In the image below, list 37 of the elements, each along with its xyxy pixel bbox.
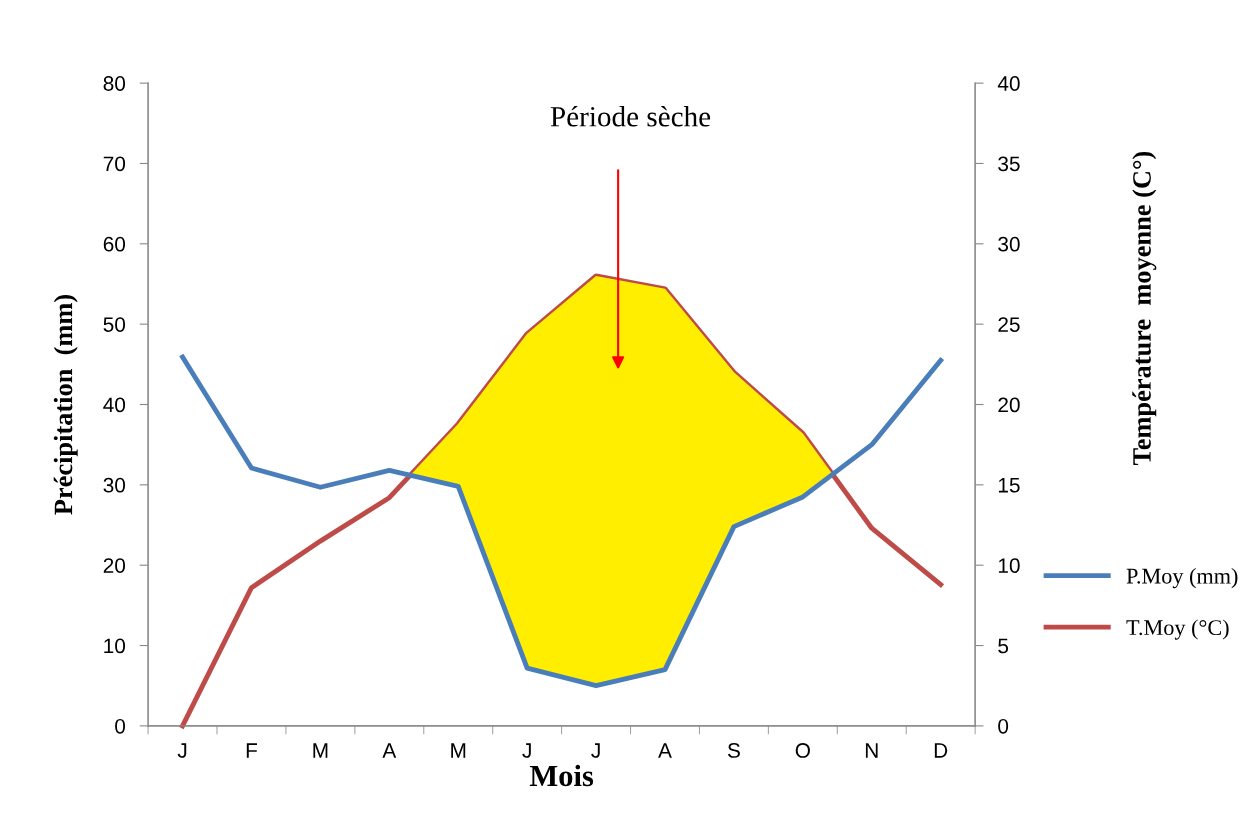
y-tick-label: 80 — [103, 76, 126, 91]
legend-label: T.Moy (°C) — [1126, 619, 1229, 640]
y2-tick-label: 10 — [998, 558, 1020, 573]
x-axis-title: Mois — [529, 764, 594, 787]
y-tick-label: 70 — [103, 156, 126, 172]
y2-tick-label: 0 — [998, 718, 1009, 734]
y-tick-label: 50 — [103, 317, 126, 332]
y-tick-label: 60 — [103, 236, 126, 252]
y2-tick-label: 20 — [998, 397, 1020, 413]
line-series — [180, 354, 944, 689]
x-tick-label: A — [382, 743, 397, 758]
y2-axis-title: Température moyenne (C°) — [1132, 151, 1157, 466]
y-tick-label: 40 — [103, 397, 126, 413]
y2-tick-label: 40 — [997, 76, 1020, 91]
x-tick-label: M — [313, 743, 328, 758]
x-tick-label: J — [591, 743, 600, 758]
y2-tick-label: 35 — [998, 156, 1020, 172]
y2-tick-label: 30 — [998, 236, 1020, 252]
annotation: Période sèche — [550, 106, 711, 127]
x-tick-label: J — [177, 743, 187, 758]
x-tick-label: S — [727, 743, 740, 758]
x-tick-label: J — [522, 743, 531, 758]
y2-tick-label: 25 — [998, 317, 1020, 332]
y2-tick-label: 15 — [998, 478, 1020, 493]
legend-label: P.Moy (mm) — [1126, 567, 1238, 589]
x-tick-label: D — [934, 743, 948, 758]
y-tick-label: 0 — [115, 718, 126, 734]
x-tick-label: F — [246, 743, 257, 758]
y-tick-label: 30 — [103, 477, 126, 493]
x-tick-label: M — [451, 743, 466, 758]
x-tick-label: O — [795, 743, 810, 758]
y-axis-title: Précipitation (mm) — [53, 295, 78, 515]
y-tick-label: 20 — [103, 558, 126, 573]
x-tick-label: A — [658, 743, 672, 758]
y-tick-label: 10 — [104, 638, 126, 654]
y2-tick-label: 5 — [998, 638, 1009, 654]
x-tick-label: N — [865, 743, 878, 758]
